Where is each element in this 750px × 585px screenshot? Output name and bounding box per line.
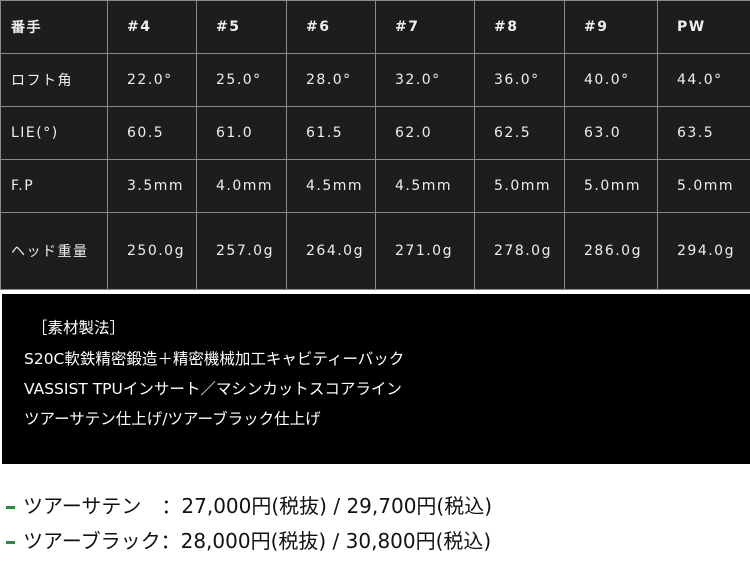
cell: 5.0mm [657, 159, 750, 213]
table-row: ロフト角 22.0° 25.0° 28.0° 32.0° 36.0° 40.0° 44.0° [0, 53, 750, 107]
table-row: F.P 3.5mm 4.0mm 4.5mm 4.5mm 5.0mm 5.0mm 5.0mm [0, 159, 750, 213]
cell: 5.0mm [474, 159, 565, 213]
cell: 36.0° [474, 53, 565, 107]
header-cell: #5 [196, 0, 287, 54]
header-cell: 番手 [0, 0, 108, 54]
cell: 61.0 [196, 106, 287, 160]
cell: 62.0 [375, 106, 475, 160]
cell: 4.5mm [286, 159, 376, 213]
cell: 286.0g [564, 212, 658, 290]
row-label: ロフト角 [0, 53, 108, 107]
table-row: ヘッド重量 250.0g 257.0g 264.0g 271.0g 278.0g 286.0… [0, 212, 750, 290]
cell: 278.0g [474, 212, 565, 290]
header-cell: PW [657, 0, 750, 54]
material-line: ツアーサテン仕上げ/ツアーブラック仕上げ [24, 410, 321, 428]
header-cell: #9 [564, 0, 658, 54]
cell: 4.0mm [196, 159, 287, 213]
header-cell: #6 [286, 0, 376, 54]
cell: 32.0° [375, 53, 475, 107]
cell: 5.0mm [564, 159, 658, 213]
cell: 25.0° [196, 53, 287, 107]
material-line: S20C軟鉄精密鍛造＋精密機械加工キャビティーバック [24, 350, 405, 368]
cell: 62.5 [474, 106, 565, 160]
cell: 264.0g [286, 212, 376, 290]
header-cell: #8 [474, 0, 565, 54]
bullet-icon [6, 506, 15, 509]
table-row: LIE(°) 60.5 61.0 61.5 62.0 62.5 63.0 63.5 [0, 106, 750, 160]
spec-table: 番手 #4 #5 #6 #7 #8 #9 PW ロフト角 22.0° 25.0° 28… [0, 0, 750, 290]
material-box: ［素材製法］ S20C軟鉄精密鍛造＋精密機械加工キャビティーバック VASSIS… [2, 294, 750, 464]
header-row: 番手 #4 #5 #6 #7 #8 #9 PW [0, 0, 750, 54]
cell: 294.0g [657, 212, 750, 290]
cell: 28.0° [286, 53, 376, 107]
header-cell: #4 [107, 0, 197, 54]
row-label: LIE(°) [0, 106, 108, 160]
cell: 22.0° [107, 53, 197, 107]
cell: 63.0 [564, 106, 658, 160]
cell: 40.0° [564, 53, 658, 107]
price-text: ツアーブラック：28,000円(税抜) / 30,800円(税込) [23, 529, 492, 553]
cell: 271.0g [375, 212, 475, 290]
row-label: ヘッド重量 [0, 212, 108, 290]
cell: 61.5 [286, 106, 376, 160]
header-cell: #7 [375, 0, 475, 54]
price-text: ツアーサテン ：27,000円(税抜) / 29,700円(税込) [23, 494, 493, 518]
price-tour-satin: ツアーサテン ：27,000円(税抜) / 29,700円(税込) [6, 490, 492, 519]
cell: 60.5 [107, 106, 197, 160]
cell: 3.5mm [107, 159, 197, 213]
cell: 63.5 [657, 106, 750, 160]
bullet-icon [6, 541, 15, 544]
row-label: F.P [0, 159, 108, 213]
price-tour-black: ツアーブラック：28,000円(税抜) / 30,800円(税込) [6, 525, 491, 554]
cell: 4.5mm [375, 159, 475, 213]
cell: 44.0° [657, 53, 750, 107]
material-heading: ［素材製法］ [32, 319, 126, 337]
cell: 257.0g [196, 212, 287, 290]
material-line: VASSIST TPUインサート／マシンカットスコアライン [24, 380, 402, 398]
cell: 250.0g [107, 212, 197, 290]
